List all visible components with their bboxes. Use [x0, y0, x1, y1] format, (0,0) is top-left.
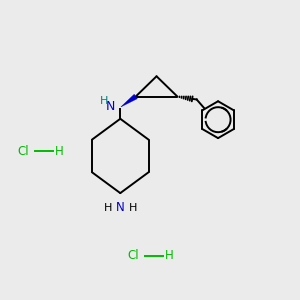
- Text: H: H: [129, 203, 137, 213]
- Polygon shape: [121, 94, 137, 107]
- Text: Cl: Cl: [18, 145, 29, 158]
- Text: N: N: [106, 100, 115, 113]
- Text: N: N: [116, 201, 125, 214]
- Text: H: H: [103, 203, 112, 213]
- Text: Cl: Cl: [128, 249, 139, 262]
- Text: H: H: [100, 96, 108, 106]
- Text: H: H: [165, 249, 174, 262]
- Text: H: H: [55, 145, 64, 158]
